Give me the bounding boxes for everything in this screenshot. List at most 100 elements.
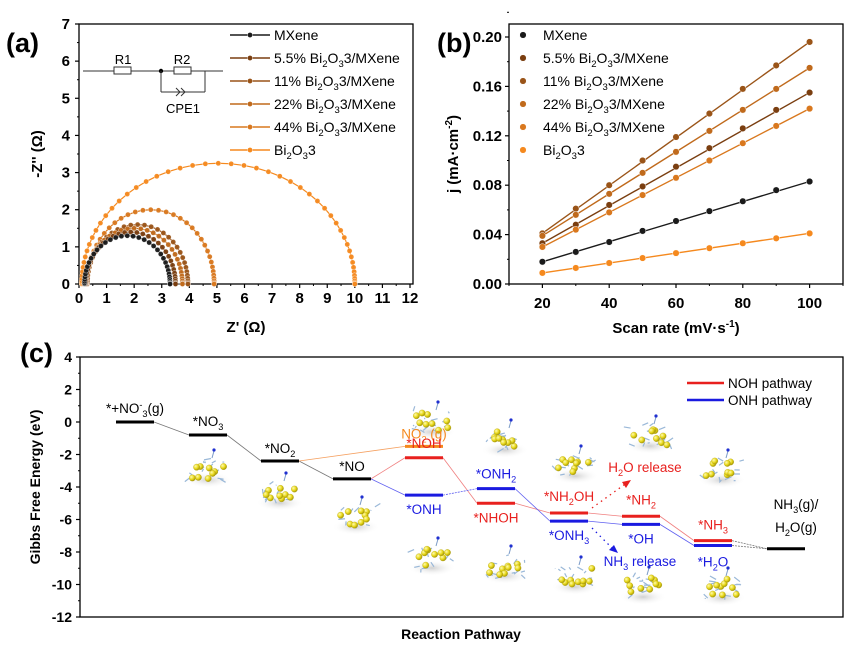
bond	[520, 574, 526, 580]
x-tick-label: 100	[797, 295, 822, 312]
data-point	[241, 162, 247, 169]
bond	[571, 573, 575, 578]
data-point	[89, 234, 96, 241]
x-axis-label: Scan rate (mV·s-1)	[612, 319, 739, 337]
level-label-lnh2: *NH2	[626, 492, 656, 510]
level-label-lnoh: *NOH	[406, 436, 441, 451]
y-tick-label: 0.08	[473, 177, 502, 194]
atom	[276, 492, 284, 500]
data-point	[772, 85, 780, 93]
bond	[273, 498, 277, 504]
bond	[632, 572, 637, 578]
molecule-structure-icon	[481, 544, 529, 584]
data-point	[297, 184, 304, 191]
annotation-nh3-release: NH3 release	[604, 554, 677, 572]
data-point	[605, 181, 613, 189]
data-point	[102, 212, 109, 219]
atom	[363, 515, 370, 523]
atom	[711, 457, 719, 465]
data-point	[605, 190, 613, 198]
data-point	[806, 89, 814, 97]
adsorbate-bond	[359, 497, 363, 506]
atom	[205, 464, 213, 472]
y-tick-label: 5	[62, 90, 70, 107]
atom	[488, 562, 495, 569]
level-label-l2: *NO2	[265, 441, 296, 459]
bond	[709, 575, 717, 580]
legend-marker	[519, 77, 527, 85]
legend-marker	[519, 31, 527, 39]
y-tick-label: -8	[60, 544, 73, 560]
atom	[572, 459, 580, 467]
bond	[717, 457, 724, 462]
data-point	[170, 239, 177, 245]
data-point	[189, 162, 196, 169]
legend-item: 22% Bi2O33/MXene	[230, 96, 396, 116]
resistor-r2	[173, 66, 192, 75]
annotation-h2o-release: H2O release	[608, 460, 681, 478]
level-label-l3: *NO	[339, 459, 365, 474]
bond	[636, 576, 641, 580]
data-point	[538, 258, 546, 266]
y-tick-label: -10	[52, 577, 72, 593]
y-tick-label: 4	[64, 349, 72, 365]
bond	[627, 594, 633, 599]
data-point	[739, 139, 747, 147]
bond	[586, 464, 594, 467]
data-point	[112, 234, 119, 241]
x-tick-label: 40	[601, 295, 618, 312]
level-label-final-line2: H2O(g)	[775, 520, 817, 538]
data-point	[140, 207, 146, 214]
data-point	[109, 205, 115, 212]
data-point	[806, 105, 814, 113]
connector-line	[514, 502, 551, 514]
x-tick-label: 2	[130, 290, 138, 307]
x-tick-label: 60	[668, 295, 685, 312]
data-point	[202, 161, 209, 167]
y-tick-label: -2	[60, 447, 73, 463]
connector-line	[298, 445, 406, 462]
adsorbate-atom	[647, 565, 651, 569]
legend-label: 44% Bi2O33/MXene	[274, 119, 396, 139]
bond	[407, 549, 415, 553]
adsorbate-atom	[579, 444, 583, 448]
bond	[718, 461, 724, 466]
data-point	[93, 227, 99, 234]
legend-item: 44% Bi2O33/MXene	[519, 119, 665, 139]
legend-label: 11% Bi2O33/MXene	[543, 73, 664, 93]
atom	[732, 591, 740, 598]
data-point	[705, 156, 713, 165]
adsorbate-atom	[436, 536, 440, 540]
legend-label: 5.5% Bi2O33/MXene	[543, 50, 669, 70]
data-point	[94, 247, 100, 253]
data-point	[705, 110, 713, 118]
data-point	[806, 64, 814, 72]
data-point	[639, 156, 647, 165]
bond	[220, 478, 226, 483]
data-point	[141, 222, 148, 228]
data-point	[306, 191, 313, 197]
data-point	[160, 230, 167, 236]
y-tick-label: 4	[62, 127, 71, 144]
data-point	[165, 253, 172, 260]
data-point	[672, 148, 680, 156]
adsorbate-bond	[508, 420, 512, 429]
y-tick-label: 0	[64, 414, 72, 430]
data-point	[189, 225, 196, 231]
legend-label: 22% Bi2O33/MXene	[274, 96, 396, 116]
data-point	[155, 207, 162, 214]
x-tick-label: 1	[102, 290, 110, 307]
legend-marker	[519, 123, 527, 131]
atom	[262, 491, 270, 499]
atom	[652, 580, 660, 588]
bond	[703, 593, 709, 599]
bond	[724, 476, 732, 481]
adsorbate-bond	[725, 450, 729, 459]
atom	[562, 459, 570, 467]
legend: MXene 5.5% Bi2O33/MXene 11% Bi2O33/MXene 22…	[519, 27, 669, 162]
bond	[572, 455, 580, 459]
data-point	[132, 209, 139, 215]
adsorbate-atom	[509, 418, 513, 422]
atom	[423, 545, 431, 553]
data-point	[265, 168, 272, 175]
